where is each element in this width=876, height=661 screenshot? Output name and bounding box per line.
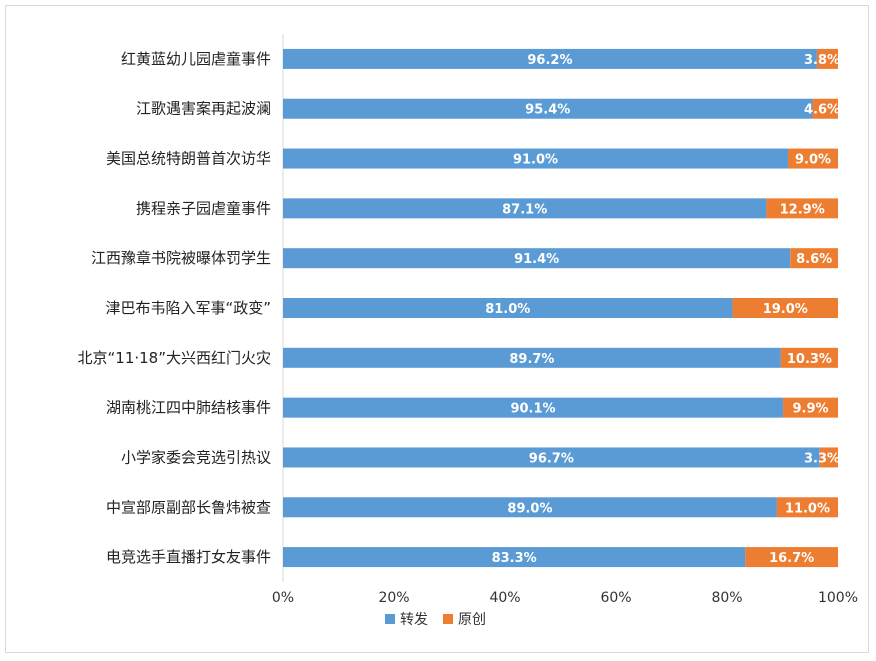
data-label: 83.3% <box>492 551 537 566</box>
data-label: 90.1% <box>510 402 555 417</box>
bar-original <box>780 347 838 368</box>
legend-swatch-original <box>443 614 453 624</box>
bar-original <box>745 547 838 568</box>
x-tick-label: 100% <box>818 590 858 606</box>
data-label: 9.0% <box>795 153 831 168</box>
data-label: 91.0% <box>513 153 558 168</box>
bar-forward <box>283 347 781 368</box>
bar-original <box>776 497 838 518</box>
bar-original <box>812 98 838 119</box>
data-label: 3.8% <box>804 53 840 68</box>
data-label: 9.9% <box>792 402 828 417</box>
data-label: 4.6% <box>804 103 840 118</box>
bar-forward <box>283 148 789 169</box>
bar-forward <box>283 48 817 69</box>
legend-swatch-forward <box>385 614 395 624</box>
bar-original <box>766 198 838 219</box>
x-tick-label: 60% <box>600 590 631 606</box>
data-label: 96.7% <box>529 451 574 466</box>
bar-forward <box>283 497 777 518</box>
bar-forward <box>283 198 767 219</box>
data-label: 8.6% <box>796 252 832 267</box>
data-label: 10.3% <box>787 352 832 367</box>
category-label: 江西豫章书院被曝体罚学生 <box>91 249 271 267</box>
data-label: 95.4% <box>525 103 570 118</box>
data-label: 87.1% <box>502 202 547 217</box>
bar-original <box>788 148 838 169</box>
x-tick-label: 40% <box>489 590 520 606</box>
bar-forward <box>283 98 813 119</box>
category-label: 红黄蓝幼儿园虐童事件 <box>121 50 271 68</box>
data-label: 3.3% <box>804 451 840 466</box>
data-label: 11.0% <box>785 501 830 516</box>
data-label: 16.7% <box>769 551 814 566</box>
category-label: 北京“11·18”大兴西红门火灾 <box>78 349 272 367</box>
data-label: 91.4% <box>514 252 559 267</box>
x-tick-label: 80% <box>711 590 742 606</box>
bar-forward <box>283 397 784 418</box>
x-tick-label: 20% <box>378 590 409 606</box>
category-label: 小学家委会竞选引热议 <box>121 448 271 466</box>
category-label: 中宣部原副部长鲁炜被查 <box>106 498 271 516</box>
category-label: 美国总统特朗普首次访华 <box>106 150 271 168</box>
data-label: 89.0% <box>507 501 552 516</box>
bar-forward <box>283 547 746 568</box>
bar-forward <box>283 298 733 318</box>
bar-original <box>732 298 838 318</box>
bar-forward <box>283 248 791 269</box>
data-label: 89.7% <box>509 352 554 367</box>
category-label: 江歌遇害案再起波澜 <box>136 100 271 118</box>
category-label: 携程亲子园虐童事件 <box>136 199 271 217</box>
category-label: 电竞选手直播打女友事件 <box>106 548 271 566</box>
data-label: 96.2% <box>527 53 572 68</box>
x-tick-label: 0% <box>272 590 294 606</box>
bar-original <box>819 447 838 468</box>
bar-original <box>816 48 838 69</box>
legend-label: 转发 <box>400 612 428 628</box>
data-label: 19.0% <box>763 302 808 317</box>
bar-forward <box>283 447 820 468</box>
category-label: 湖南桃江四中肺结核事件 <box>106 399 271 417</box>
data-label: 81.0% <box>485 302 530 317</box>
bar-original <box>783 397 838 418</box>
legend-label: 原创 <box>458 612 486 628</box>
bar-original <box>790 248 838 269</box>
category-label: 津巴布韦陷入军事“政变” <box>105 299 271 317</box>
data-label: 12.9% <box>780 202 825 217</box>
